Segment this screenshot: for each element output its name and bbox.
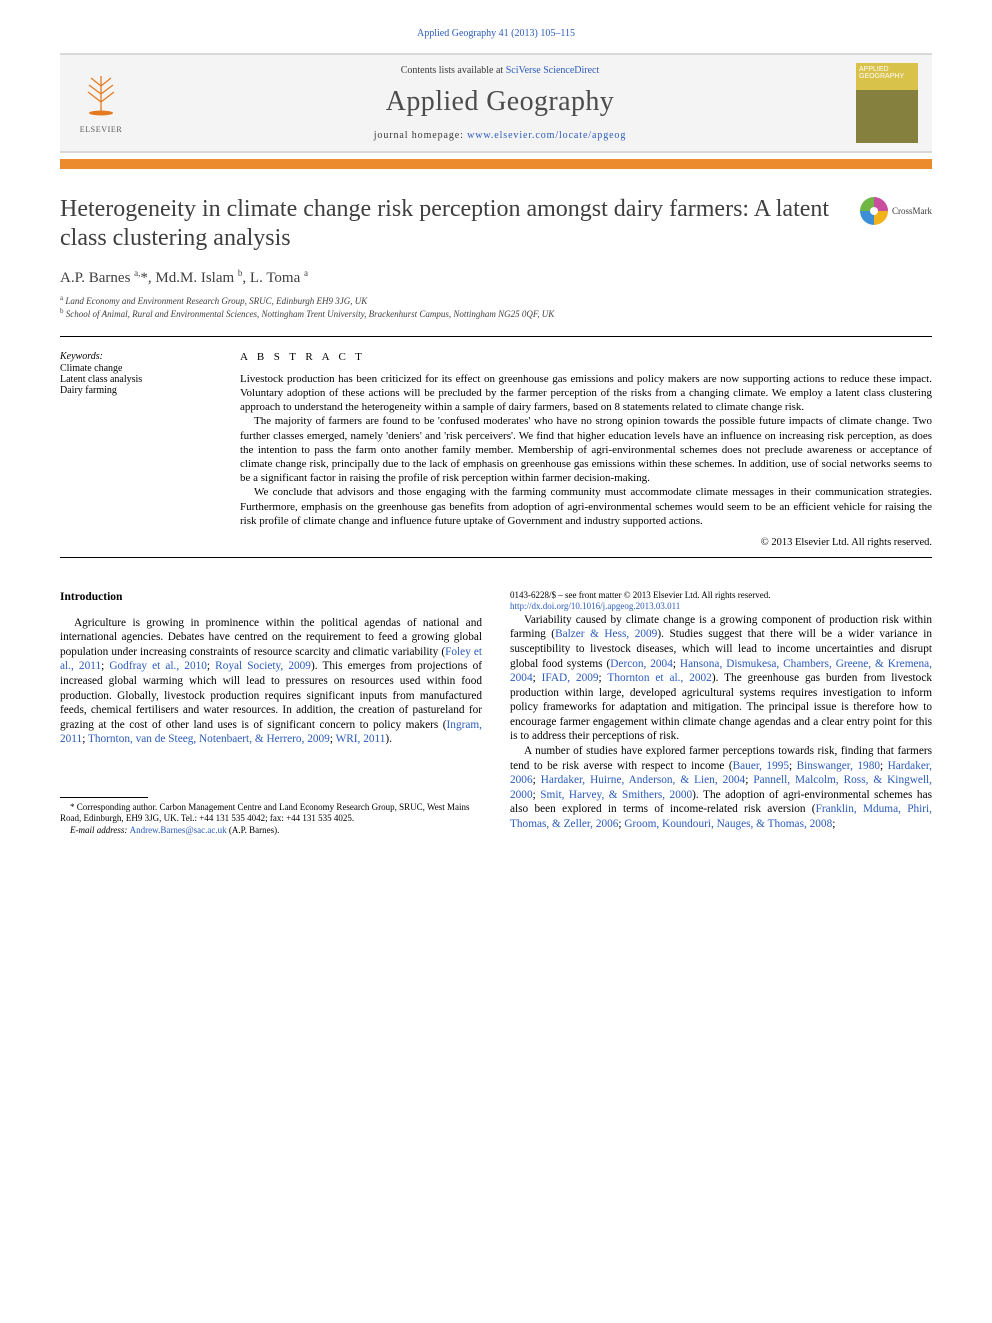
body-para-3: A number of studies have explored farmer… bbox=[510, 744, 932, 831]
section-head-intro: Introduction bbox=[60, 590, 482, 605]
body-para-1: Agriculture is growing in prominence wit… bbox=[60, 616, 482, 747]
sciencedirect-link[interactable]: SciVerse ScienceDirect bbox=[506, 65, 600, 76]
homepage-prefix: journal homepage: bbox=[374, 130, 467, 141]
homepage-link[interactable]: www.elsevier.com/locate/apgeog bbox=[467, 130, 626, 141]
ref-link[interactable]: Dercon, 2004 bbox=[610, 658, 673, 670]
authors: A.P. Barnes a,*, Md.M. Islam b, L. Toma … bbox=[60, 268, 932, 287]
keyword-item: Latent class analysis bbox=[60, 374, 212, 385]
email-link[interactable]: Andrew.Barnes@sac.ac.uk bbox=[130, 825, 227, 835]
bottom-matter: 0143-6228/$ – see front matter © 2013 El… bbox=[510, 590, 932, 613]
crossmark-label: CrossMark bbox=[892, 206, 932, 216]
journal-name: Applied Geography bbox=[144, 86, 856, 118]
crossmark-badge[interactable]: CrossMark bbox=[860, 197, 932, 225]
rule-below-abstract bbox=[60, 557, 932, 558]
abstract-block: Keywords: Climate changeLatent class ana… bbox=[60, 351, 932, 548]
footnote-block: * Corresponding author. Carbon Managemen… bbox=[60, 797, 482, 837]
ref-link[interactable]: Royal Society, 2009 bbox=[215, 660, 311, 672]
affiliation: a Land Economy and Environment Research … bbox=[60, 294, 932, 307]
abstract-column: A B S T R A C T Livestock production has… bbox=[240, 351, 932, 548]
ref-link[interactable]: Smit, Harvey, & Smithers, 2000 bbox=[540, 789, 692, 801]
affiliations: a Land Economy and Environment Research … bbox=[60, 294, 932, 320]
ref-link[interactable]: Thornton, van de Steeg, Notenbaert, & He… bbox=[88, 733, 330, 745]
homepage-line: journal homepage: www.elsevier.com/locat… bbox=[144, 130, 856, 141]
ref-link[interactable]: Balzer & Hess, 2009 bbox=[555, 628, 657, 640]
t: ; bbox=[673, 658, 680, 670]
doi-link[interactable]: http://dx.doi.org/10.1016/j.apgeog.2013.… bbox=[510, 601, 680, 611]
body-columns: Introduction Agriculture is growing in p… bbox=[60, 590, 932, 840]
t: Agriculture is growing in prominence wit… bbox=[60, 617, 482, 658]
keywords-list: Climate changeLatent class analysisDairy… bbox=[60, 363, 212, 396]
orange-rule bbox=[60, 159, 932, 169]
journal-header: ELSEVIER Contents lists available at Sci… bbox=[60, 53, 932, 153]
ref-link[interactable]: Bauer, 1995 bbox=[733, 760, 789, 772]
ref-link[interactable]: Groom, Koundouri, Nauges, & Thomas, 2008 bbox=[624, 818, 832, 830]
ref-link[interactable]: Binswanger, 1980 bbox=[797, 760, 880, 772]
keywords-head: Keywords: bbox=[60, 351, 212, 362]
abstract-text: Livestock production has been criticized… bbox=[240, 372, 932, 528]
article-title: Heterogeneity in climate change risk per… bbox=[60, 195, 842, 254]
elsevier-tree-icon bbox=[82, 72, 120, 123]
keyword-item: Climate change bbox=[60, 363, 212, 374]
ref-link[interactable]: Hardaker, Huirne, Anderson, & Lien, 2004 bbox=[541, 774, 746, 786]
ref-link[interactable]: WRI, 2011 bbox=[336, 733, 386, 745]
elsevier-logo: ELSEVIER bbox=[68, 65, 134, 141]
cover-line1: APPLIED bbox=[859, 66, 915, 73]
cover-line2: GEOGRAPHY bbox=[859, 73, 915, 80]
abstract-para: We conclude that advisors and those enga… bbox=[240, 485, 932, 528]
header-center: Contents lists available at SciVerse Sci… bbox=[144, 65, 856, 141]
elsevier-name: ELSEVIER bbox=[80, 125, 123, 134]
issn-line: 0143-6228/$ – see front matter © 2013 El… bbox=[510, 590, 932, 602]
abstract-para: The majority of farmers are found to be … bbox=[240, 414, 932, 485]
t: ; bbox=[207, 660, 215, 672]
keywords-column: Keywords: Climate changeLatent class ana… bbox=[60, 351, 212, 548]
t: ; bbox=[533, 774, 541, 786]
t: ; bbox=[880, 760, 888, 772]
abstract-head: A B S T R A C T bbox=[240, 351, 932, 363]
corresponding-author: * Corresponding author. Carbon Managemen… bbox=[60, 802, 482, 825]
t: ; bbox=[533, 672, 542, 684]
ref-link[interactable]: IFAD, 2009 bbox=[542, 672, 599, 684]
email-suffix: (A.P. Barnes). bbox=[227, 825, 280, 835]
title-row: Heterogeneity in climate change risk per… bbox=[60, 195, 932, 254]
rule-above-abstract bbox=[60, 336, 932, 337]
affiliation: b School of Animal, Rural and Environmen… bbox=[60, 307, 932, 320]
footnote-rule bbox=[60, 797, 148, 798]
email-line: E-mail address: Andrew.Barnes@sac.ac.uk … bbox=[60, 825, 482, 837]
journal-cover-thumb: APPLIED GEOGRAPHY bbox=[856, 63, 918, 143]
ref-link[interactable]: Thornton et al., 2002 bbox=[607, 672, 711, 684]
t: ; bbox=[832, 818, 835, 830]
contents-line: Contents lists available at SciVerse Sci… bbox=[144, 65, 856, 76]
citation-line: Applied Geography 41 (2013) 105–115 bbox=[60, 28, 932, 39]
keyword-item: Dairy farming bbox=[60, 385, 212, 396]
abstract-para: Livestock production has been criticized… bbox=[240, 372, 932, 415]
contents-prefix: Contents lists available at bbox=[401, 65, 506, 76]
t: ). bbox=[385, 733, 392, 745]
ref-link[interactable]: Godfray et al., 2010 bbox=[109, 660, 207, 672]
email-label: E-mail address: bbox=[70, 825, 130, 835]
abstract-copyright: © 2013 Elsevier Ltd. All rights reserved… bbox=[240, 537, 932, 548]
t: ; bbox=[789, 760, 797, 772]
crossmark-icon bbox=[860, 197, 888, 225]
body-para-2: Variability caused by climate change is … bbox=[510, 613, 932, 744]
